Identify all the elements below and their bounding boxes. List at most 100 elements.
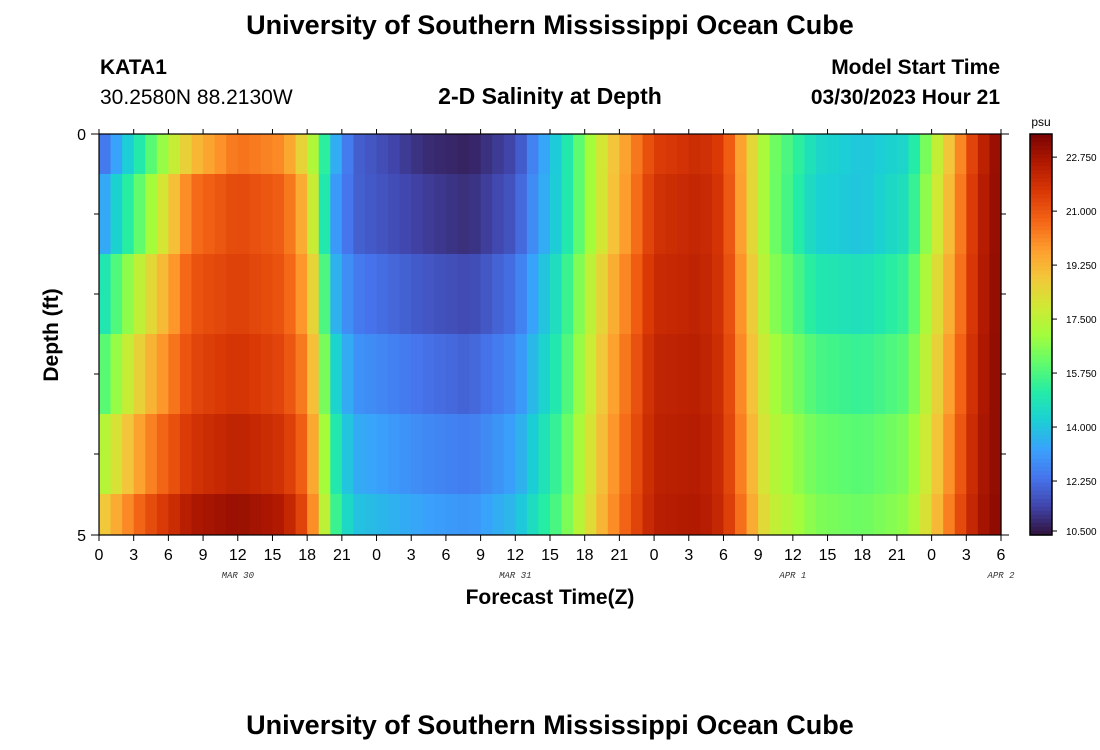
heatmap-cell [399,134,412,174]
heatmap-cell [584,414,597,494]
heatmap-cell [168,134,181,174]
heatmap-cell [445,414,459,494]
heatmap-cell [885,174,898,254]
heatmap-cell [330,254,343,334]
heatmap-cell [584,334,597,414]
heatmap-cell [237,254,250,334]
heatmap-cell [226,414,239,494]
heatmap-cell [896,134,910,174]
heatmap-cell [214,334,227,414]
colorbar-tick-label: 22.750 [1066,153,1097,164]
colorbar-segment [1030,270,1052,275]
heatmap-cell [191,254,204,334]
heatmap-cell [422,334,435,414]
heatmap-cell [665,174,678,254]
heatmap-cell [179,134,193,174]
x-tick-label: 6 [719,547,728,564]
heatmap-cell [943,494,956,535]
heatmap-cell [249,414,262,494]
heatmap-cell [931,174,944,254]
heatmap-cell [584,134,597,174]
heatmap-cell [827,134,840,174]
heatmap-cell [723,254,736,334]
heatmap-cell [642,254,655,334]
heatmap-cell [203,134,216,174]
colorbar-segment [1030,330,1052,336]
heatmap-cell [792,494,806,535]
heatmap-cell [422,174,435,254]
heatmap-cell [619,414,632,494]
heatmap-cell [434,334,447,414]
heatmap-cell [179,174,193,254]
heatmap-cell [584,254,597,334]
heatmap-cell [550,254,563,334]
heatmap-cell [341,494,355,535]
heatmap-cell [700,414,713,494]
heatmap-cell [850,254,863,334]
colorbar-segment [1030,398,1052,404]
heatmap-cell [376,334,389,414]
station-name: KATA1 [100,56,167,79]
heatmap-cell [630,414,644,494]
x-tick-label: 9 [754,547,763,564]
heatmap-cell [538,254,551,334]
heatmap-cell [966,134,979,174]
heatmap-cell [179,254,193,334]
heatmap-cell [399,494,412,535]
colorbar-segment [1030,154,1052,159]
x-tick-label: 3 [129,547,138,564]
heatmap-cell [272,174,285,254]
heatmap-cell [607,254,620,334]
heatmap-cell [191,334,204,414]
heatmap-cell [573,174,586,254]
heatmap-cell [862,414,875,494]
heatmap-cell [179,494,193,535]
colorbar-segment [1030,486,1052,492]
heatmap-cell [399,174,412,254]
page-title: University of Southern Mississippi Ocean… [246,10,854,40]
heatmap-cell [989,334,1002,414]
heatmap-cell [781,494,794,535]
colorbar-segment [1030,246,1052,251]
heatmap-cell [607,414,620,494]
heatmap-cell [492,334,505,414]
heatmap-cell [341,414,355,494]
heatmap-cell [110,414,123,494]
x-tick-label: 18 [576,547,594,564]
heatmap-cell [723,494,736,535]
colorbar-segment [1030,150,1052,155]
heatmap-cell [619,254,632,334]
heatmap-cell [561,254,574,334]
heatmap-cell [769,334,782,414]
heatmap-cell [411,494,424,535]
heatmap-cell [353,494,366,535]
heatmap-cell [295,494,308,535]
heatmap-cell [815,134,829,174]
heatmap-cell [839,334,852,414]
colorbar-segment [1030,218,1052,223]
heatmap-cell [596,174,609,254]
colorbar-segment [1030,402,1052,408]
heatmap-cell [862,254,875,334]
x-tick-label: 6 [441,547,450,564]
heatmap-cell [908,494,921,535]
heatmap-cell [746,334,759,414]
colorbar-segment [1030,138,1052,143]
heatmap-cell [954,494,967,535]
heatmap-cell [168,254,181,334]
heatmap-cell [792,174,806,254]
heatmap-cell [249,174,262,254]
heatmap-cell [943,254,956,334]
colorbar-segment [1030,422,1052,428]
heatmap-cell [827,494,840,535]
heatmap-cell [411,334,424,414]
heatmap-cell [307,134,320,174]
colorbar-segment [1030,166,1052,171]
colorbar-segment [1030,314,1052,320]
colorbar-segment [1030,442,1052,448]
heatmap-cell [330,334,343,414]
x-tick-label: 21 [888,547,906,564]
heatmap-cell [781,334,794,414]
colorbar-segment [1030,446,1052,452]
heatmap-cell [480,134,493,174]
